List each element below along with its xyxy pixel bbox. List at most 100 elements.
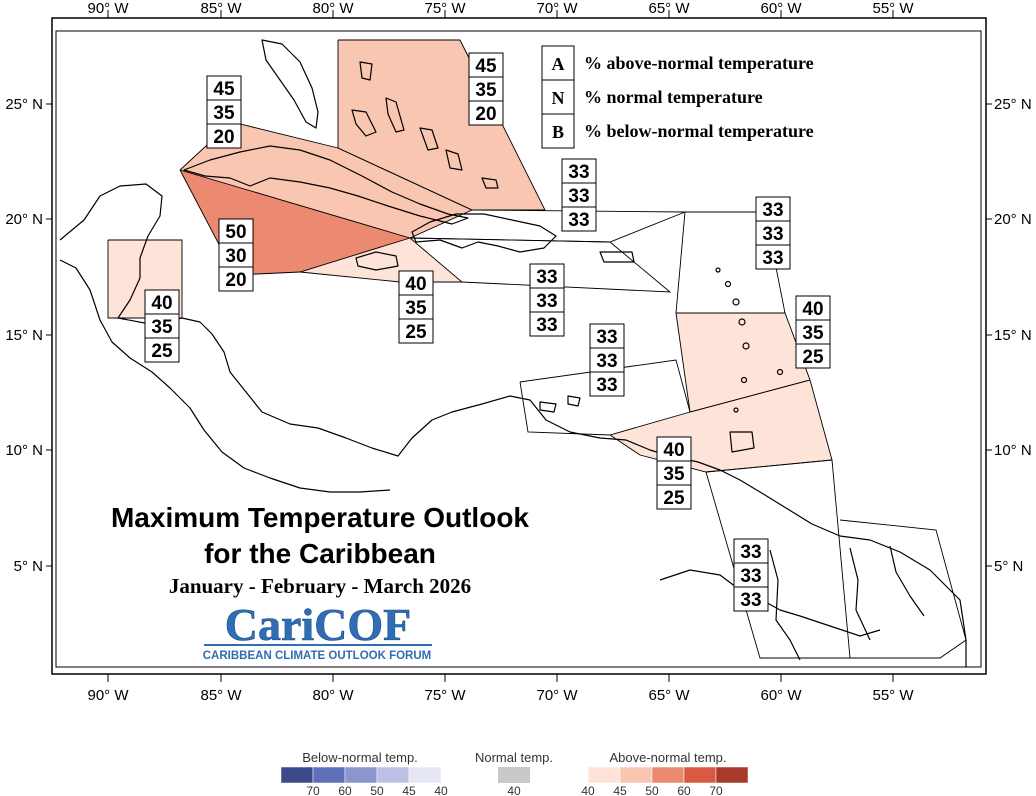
lon-label-bottom: 90° W: [87, 687, 129, 704]
lon-label-top: 60° W: [760, 0, 802, 17]
prob-A: 40: [802, 299, 823, 320]
prob-B: 25: [151, 341, 173, 362]
scale-normal-label: Normal temp.: [475, 750, 553, 765]
forecast-zones: [108, 40, 832, 472]
key-description: % below-normal temperature: [584, 121, 814, 141]
prob-B: 33: [596, 375, 617, 396]
lon-label-top: 65° W: [648, 0, 690, 17]
coastlines: [59, 39, 967, 667]
scale-tick: 50: [645, 784, 659, 796]
prob-A: 45: [475, 56, 497, 77]
probability-box: 33 33 33: [755, 196, 791, 270]
prob-A: 33: [762, 200, 783, 221]
prob-N: 35: [405, 298, 427, 319]
prob-N: 33: [762, 224, 783, 245]
prob-B: 33: [740, 590, 761, 611]
prob-B: 20: [475, 104, 496, 125]
prob-B: 20: [225, 270, 246, 291]
prob-N: 35: [475, 80, 497, 101]
map-title-line2: for the Caribbean: [204, 538, 436, 569]
prob-A: 40: [663, 440, 684, 461]
lon-label-top: 85° W: [200, 0, 242, 17]
key-letter: A: [552, 54, 565, 74]
scale-tick: 70: [306, 784, 320, 796]
scale-swatch-below: [408, 766, 442, 784]
scale-tick: 45: [402, 784, 416, 796]
lon-label-bottom: 70° W: [536, 687, 578, 704]
prob-N: 33: [568, 186, 589, 207]
prob-A: 33: [568, 162, 589, 183]
scale-swatch-below: [344, 766, 378, 784]
zone-windward: [676, 313, 810, 412]
scale-swatch-above: [651, 766, 685, 784]
probability-box: 40 35 25: [144, 289, 180, 363]
prob-N: 35: [151, 317, 173, 338]
prob-N: 33: [536, 291, 557, 312]
probability-box: 40 35 25: [398, 270, 434, 344]
lon-label-bottom: 80° W: [312, 687, 354, 704]
probability-box: 50 30 20: [218, 218, 254, 292]
prob-A: 50: [225, 222, 246, 243]
scale-below-label: Below-normal temp.: [302, 750, 418, 765]
lon-label-top: 55° W: [872, 0, 914, 17]
lat-label-right: 10° N: [994, 442, 1032, 459]
zone-bahamas: [338, 40, 545, 210]
probability-box: 45 35 20: [468, 52, 504, 126]
scale-swatch-normal: [498, 767, 530, 783]
caricof-logo: CariCOF CARIBBEAN CLIMATE OUTLOOK FORUM: [203, 599, 432, 662]
scale-swatch-above: [715, 766, 749, 784]
prob-B: 20: [213, 127, 234, 148]
lat-label-left: 25° N: [5, 96, 43, 113]
scale-tick: 40: [434, 784, 448, 796]
logo-wordmark: CariCOF: [225, 599, 412, 650]
scale-swatch-above: [587, 766, 621, 784]
probability-box: 33 33 33: [733, 538, 769, 612]
scale-tick: 50: [370, 784, 384, 796]
key-description: % above-normal temperature: [584, 53, 814, 73]
prob-B: 33: [536, 315, 557, 336]
map-inner-frame: [55, 30, 982, 668]
prob-B: 33: [762, 248, 783, 269]
lon-label-top: 90° W: [87, 0, 129, 17]
lat-label-left: 5° N: [14, 558, 43, 575]
scale-swatch-below: [376, 766, 410, 784]
scale-swatch-above: [619, 766, 653, 784]
probability-key: A % above-normal temperature N % normal tem…: [541, 45, 814, 149]
scale-tick: 60: [677, 784, 691, 796]
lon-label-top: 75° W: [424, 0, 466, 17]
lat-label-left: 20° N: [5, 211, 43, 228]
lon-label-bottom: 55° W: [872, 687, 914, 704]
probability-box: 33 33 33: [529, 263, 565, 337]
scale-tick: 45: [613, 784, 627, 796]
probability-box: 40 35 25: [795, 295, 831, 369]
prob-B: 33: [568, 210, 589, 231]
prob-B: 25: [663, 488, 685, 509]
lat-label-right: 25° N: [994, 96, 1032, 113]
prob-A: 33: [740, 542, 761, 563]
scale-tick: 70: [709, 784, 723, 796]
prob-A: 33: [536, 267, 557, 288]
scale-swatch-above: [683, 766, 717, 784]
prob-B: 25: [405, 322, 427, 343]
scale-above-label: Above-normal temp.: [609, 750, 726, 765]
logo-tagline: CARIBBEAN CLIMATE OUTLOOK FORUM: [203, 650, 432, 662]
lon-label-bottom: 75° W: [424, 687, 466, 704]
lon-label-top: 70° W: [536, 0, 578, 17]
scale-swatch-below: [280, 766, 314, 784]
probability-box: 45 35 20: [206, 75, 242, 149]
lat-label-right: 5° N: [994, 558, 1023, 575]
key-description: % normal temperature: [584, 87, 763, 107]
lat-label-right: 15° N: [994, 327, 1032, 344]
prob-N: 33: [596, 351, 617, 372]
prob-A: 40: [405, 274, 426, 295]
probability-box: 33 33 33: [561, 158, 597, 232]
prob-N: 35: [213, 103, 235, 124]
prob-N: 35: [663, 464, 685, 485]
map-title: Maximum Temperature Outlook: [111, 502, 529, 533]
scale-swatch-below: [312, 766, 346, 784]
map-period: January - February - March 2026: [169, 574, 471, 598]
probability-box: 40 35 25: [656, 436, 692, 510]
lat-label-right: 20° N: [994, 211, 1032, 228]
